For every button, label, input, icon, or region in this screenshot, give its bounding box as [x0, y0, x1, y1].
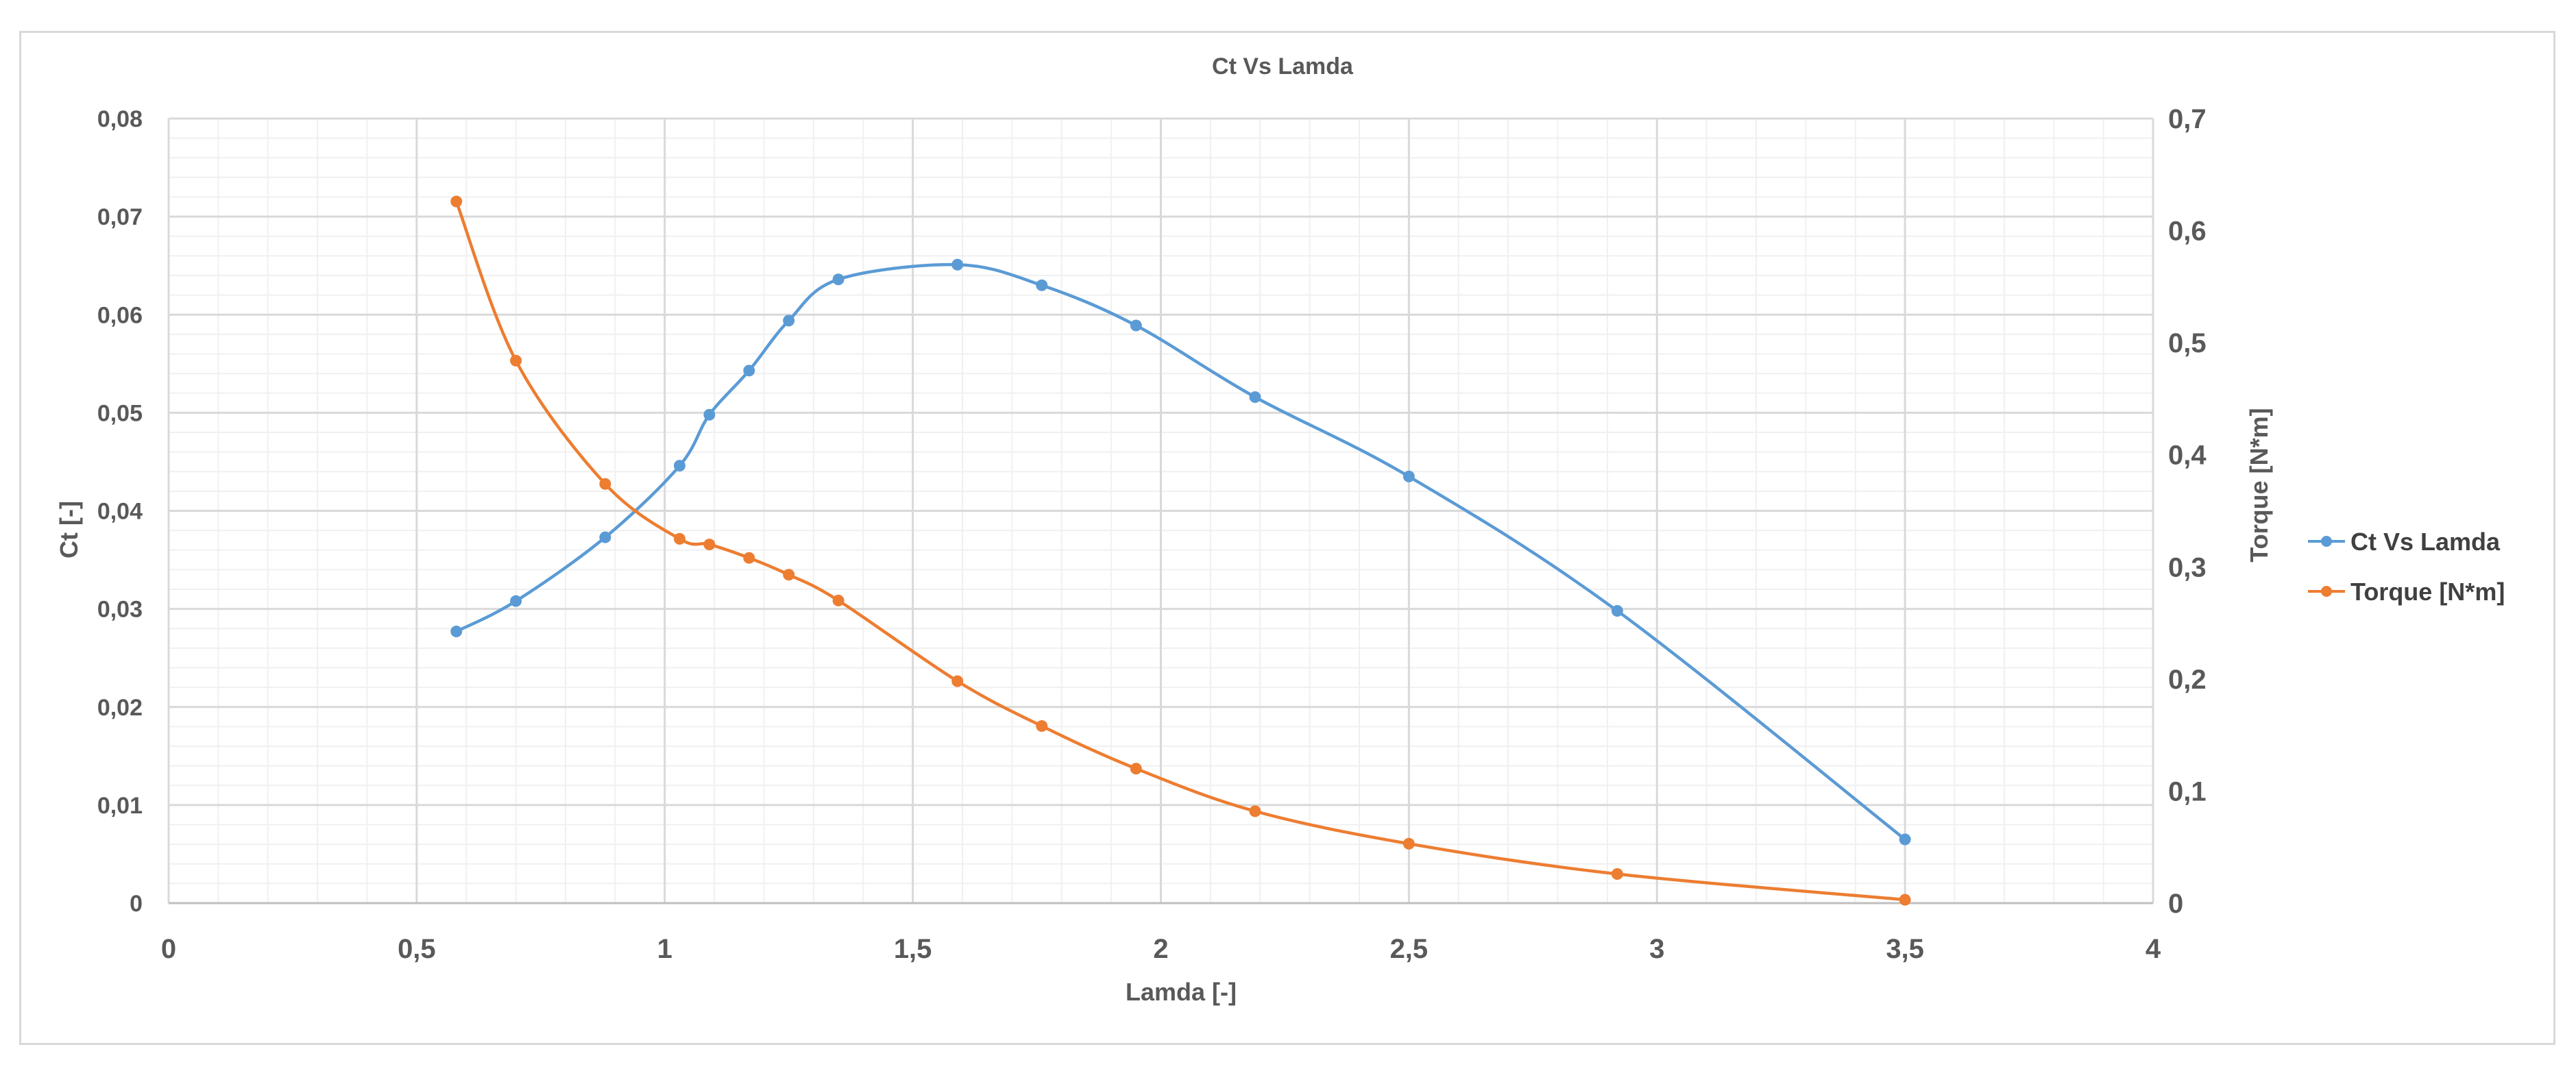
x-tick-label: 2,5 — [1390, 934, 1429, 964]
series-ct-point — [1402, 470, 1415, 482]
series-torque-point — [510, 354, 522, 367]
tick-layer: 0 0,5 1 1,5 2 2,5 3 3,5 400,010,020,030,040,050,… — [97, 104, 2207, 964]
y-tick-label: 0,01 — [97, 793, 143, 819]
y-tick-label: 0,04 — [97, 499, 143, 525]
series-ct-point — [673, 460, 685, 472]
y-tick-label: 0,05 — [97, 400, 143, 426]
x-tick-label: 3,5 — [1886, 934, 1924, 964]
series-ct-point — [703, 408, 716, 421]
x-tick-label: 3 — [1649, 934, 1664, 964]
series-torque-point — [1899, 894, 1911, 906]
chart-title: Ct Vs Lamda — [1212, 53, 1354, 79]
y2-axis-title: Torque [N*m] — [2245, 408, 2273, 562]
x-tick-label: 0,5 — [398, 934, 436, 964]
y2-tick-label: 0 — [2168, 889, 2183, 919]
y-tick-label: 0,03 — [97, 597, 143, 623]
series-torque-point — [1249, 805, 1261, 817]
y2-tick-label: 0,2 — [2168, 665, 2207, 695]
y-tick-label: 0,08 — [97, 106, 143, 132]
x-tick-label: 1 — [657, 934, 672, 964]
legend-ct-label: Ct Vs Lamda — [2350, 528, 2501, 556]
y2-tick-label: 0,4 — [2168, 441, 2207, 471]
legend-ct-marker-dot — [2321, 536, 2332, 547]
y-axis-title: Ct [-] — [55, 501, 83, 558]
series-ct-point — [1249, 391, 1261, 403]
series-ct-point — [1036, 279, 1048, 291]
series-ct-point — [1611, 604, 1623, 617]
series-torque-point — [783, 569, 795, 581]
series-ct-point — [450, 626, 463, 638]
series-torque-point — [673, 532, 685, 545]
x-tick-label: 1,5 — [894, 934, 932, 964]
y-tick-label: 0 — [130, 891, 143, 917]
series-layer — [450, 195, 1911, 906]
series-ct-line — [454, 262, 1907, 841]
x-axis-title: Lamda [-] — [1126, 978, 1237, 1006]
series-torque-point — [1036, 720, 1048, 733]
y-tick-label: 0,02 — [97, 695, 143, 721]
y2-tick-label: 0,3 — [2168, 552, 2207, 582]
legend: Ct Vs Lamda Torque [N*m] — [2308, 528, 2505, 606]
legend-torque-label: Torque [N*m] — [2350, 578, 2505, 606]
ct-vs-lamda-chart: 0 0,5 1 1,5 2 2,5 3 3,5 400,010,020,030,040,050,… — [55, 53, 2505, 1006]
y2-tick-label: 0,5 — [2168, 328, 2207, 358]
series-torque-point — [450, 195, 463, 208]
series-ct-point — [510, 595, 522, 607]
series-ct-point — [1130, 319, 1142, 332]
x-tick-label: 0 — [161, 934, 176, 964]
series-ct-point — [951, 258, 964, 271]
series-ct-point — [1899, 833, 1911, 846]
series-ct-point — [599, 531, 611, 543]
y2-tick-label: 0,7 — [2168, 104, 2207, 134]
y-tick-label: 0,06 — [97, 302, 143, 328]
series-torque-point — [1130, 763, 1142, 775]
legend-torque-marker-dot — [2321, 586, 2332, 597]
series-torque-point — [1611, 867, 1623, 880]
series-torque-point — [703, 539, 716, 551]
series-torque-point — [832, 594, 845, 606]
y2-tick-label: 0,1 — [2168, 776, 2207, 807]
series-ct-point — [832, 273, 845, 286]
y2-tick-label: 0,6 — [2168, 217, 2207, 247]
chart-frame: 0 0,5 1 1,5 2 2,5 3 3,5 4 0 0,01 0,02 0,03 0,04 0,05 0,… — [19, 31, 2555, 1045]
series-torque-point — [599, 478, 611, 490]
y-tick-label: 0,07 — [97, 204, 143, 230]
series-torque-point — [743, 552, 755, 564]
grid-layer — [167, 117, 2154, 904]
series-ct-point — [783, 315, 795, 327]
x-tick-label: 4 — [2146, 934, 2161, 964]
series-torque-point — [1402, 837, 1415, 850]
series-torque-point — [951, 675, 964, 687]
series-ct-point — [743, 365, 755, 377]
x-tick-label: 2 — [1153, 934, 1168, 964]
